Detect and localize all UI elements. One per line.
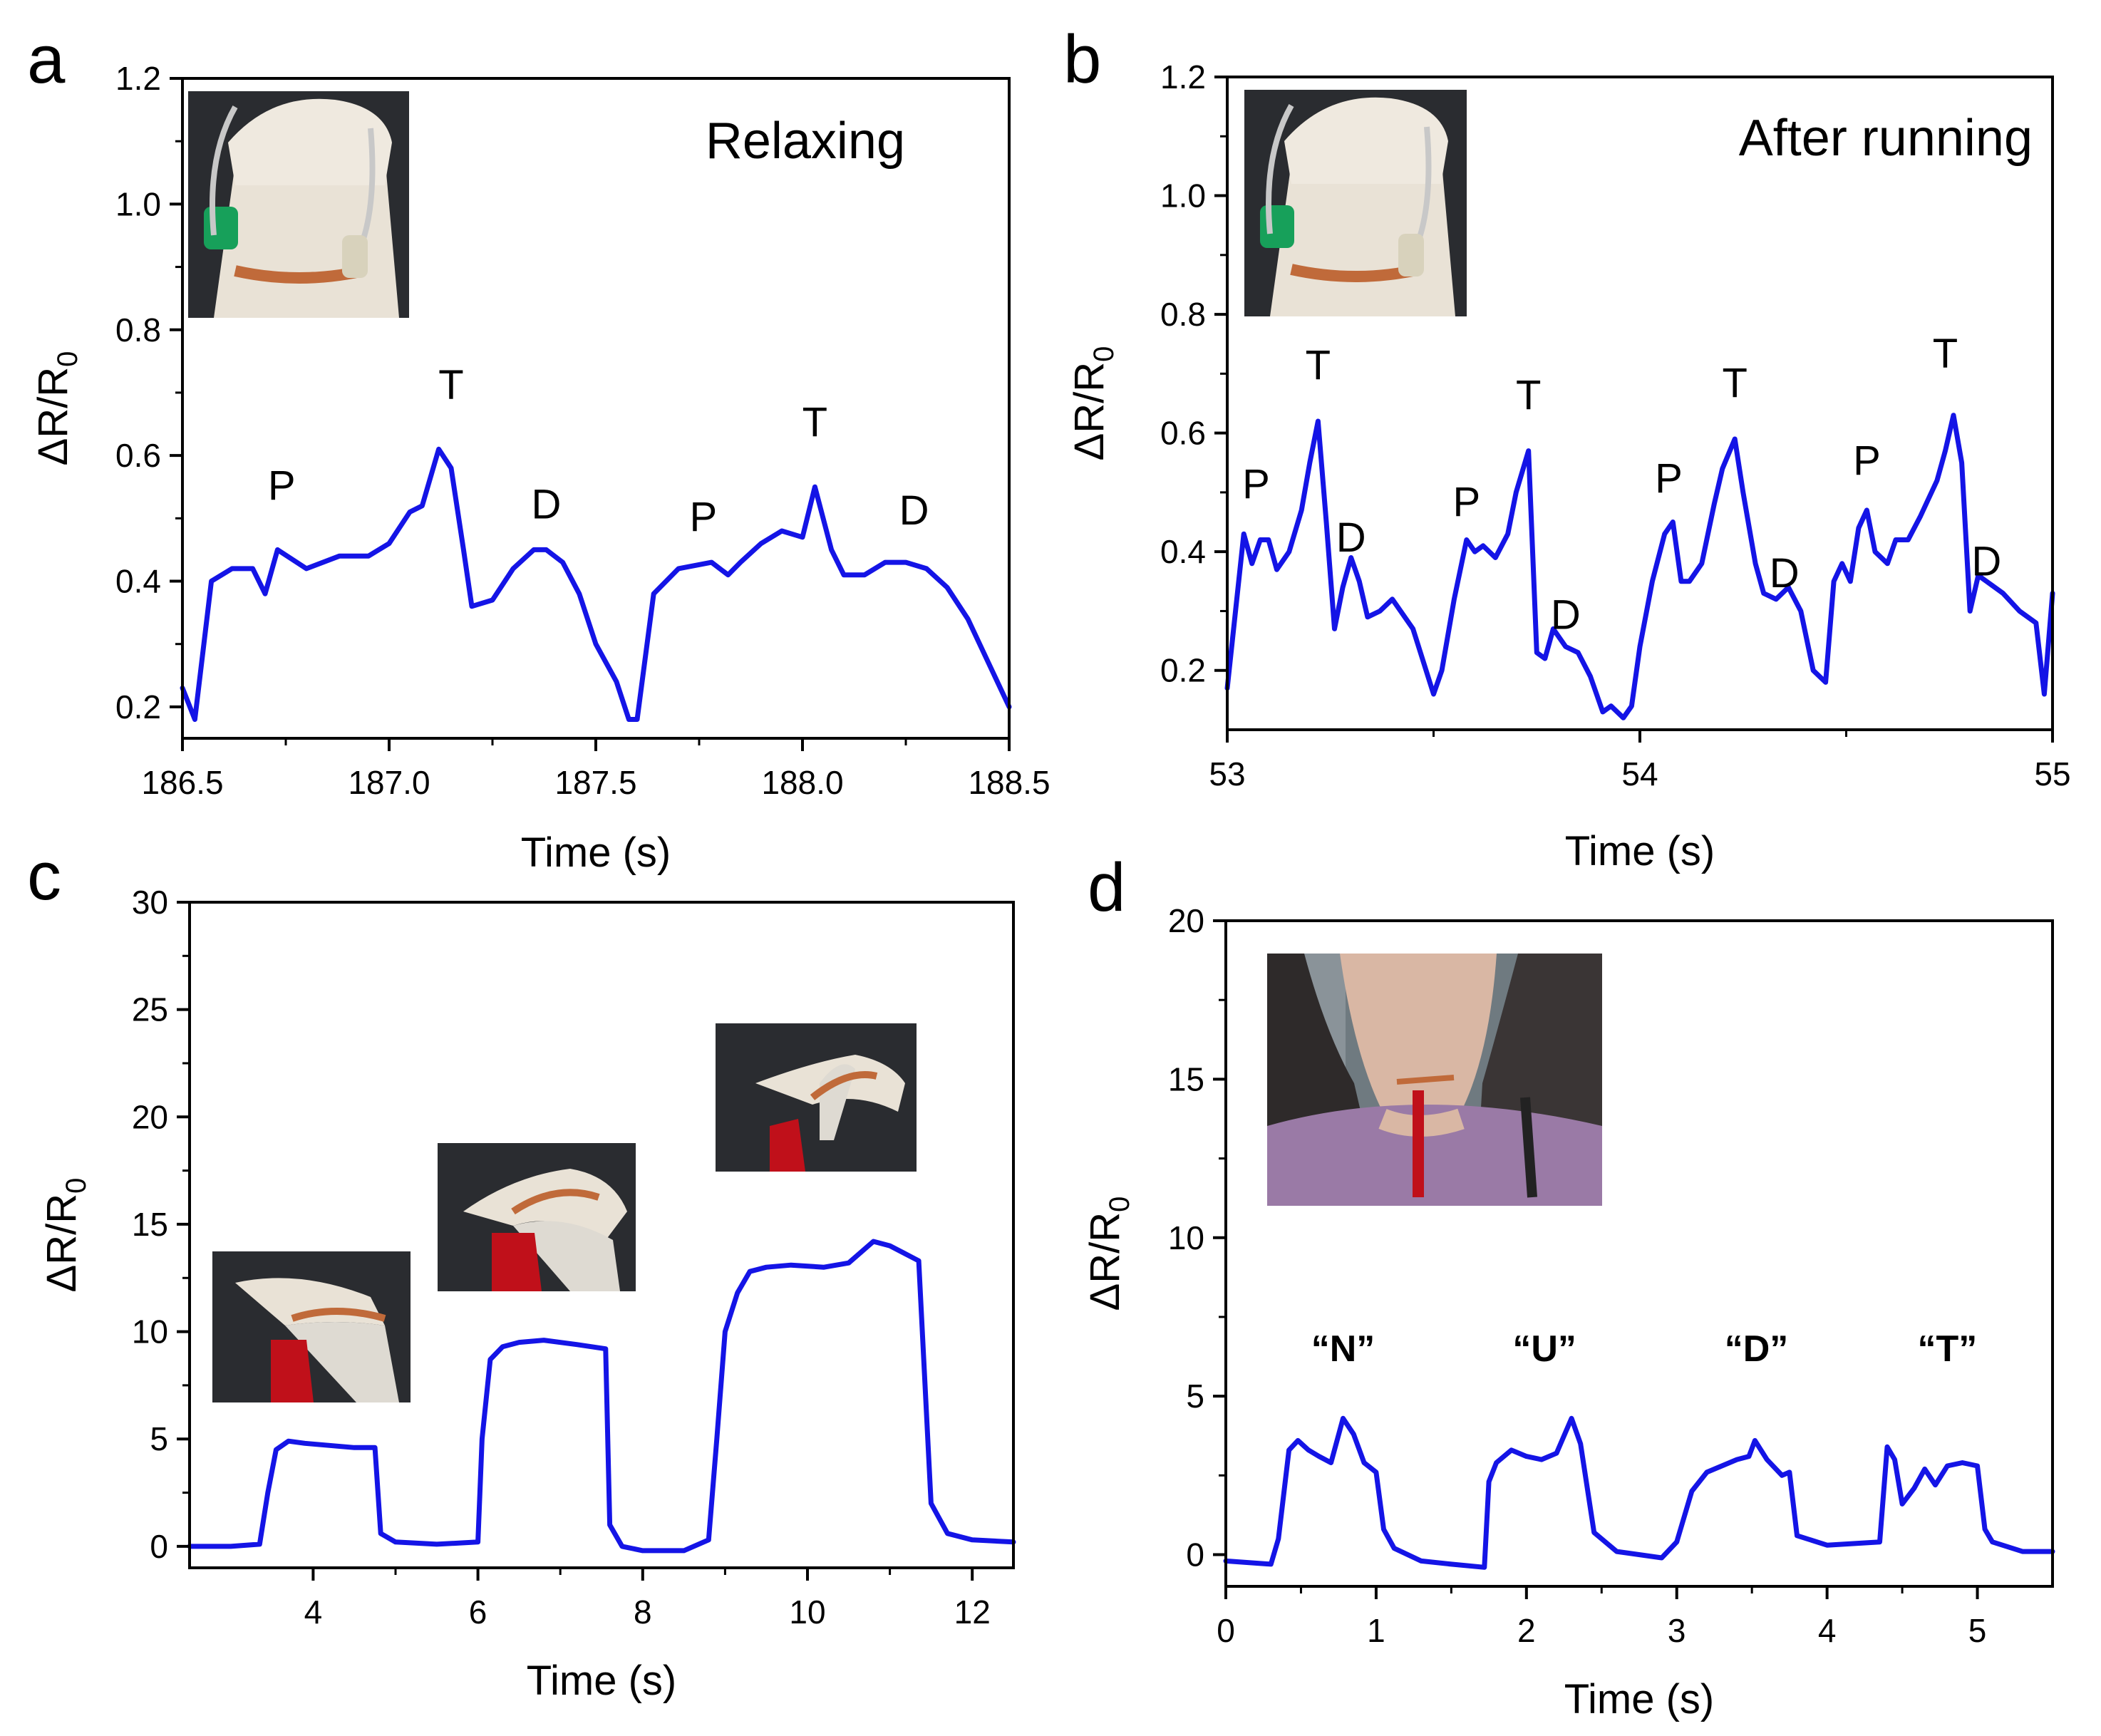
panel-letter-b: b xyxy=(1063,21,1101,98)
y-tick-label-b: 1.2 xyxy=(1160,58,1206,95)
annotation-b: P xyxy=(1655,455,1683,502)
x-tick-label-d: 2 xyxy=(1517,1612,1536,1649)
annotation-b: P xyxy=(1853,438,1881,484)
annotation-b: T xyxy=(1933,331,1958,377)
x-axis-label-d: Time (s) xyxy=(1564,1676,1714,1722)
y-axis-label-a: ΔR/R0 xyxy=(30,351,83,466)
y-tick-label-c: 20 xyxy=(132,1098,168,1135)
annotation-d: “U” xyxy=(1512,1328,1576,1370)
annotation-a: T xyxy=(802,400,827,446)
chart-title-b: After running xyxy=(1739,110,2033,167)
x-tick-label-c: 6 xyxy=(469,1593,487,1631)
y-axis-label-c: ΔR/R0 xyxy=(38,1178,92,1293)
y-tick-label-c: 0 xyxy=(150,1528,168,1565)
axes-frame-c xyxy=(188,901,1015,1569)
y-tick-label-d: 10 xyxy=(1168,1219,1204,1256)
y-tick-label-d: 5 xyxy=(1186,1378,1204,1415)
x-tick-label-a: 187.0 xyxy=(348,764,430,801)
x-axis-label-c: Time (s) xyxy=(527,1658,676,1704)
annotation-b: D xyxy=(1336,515,1366,561)
y-tick-label-a: 0.2 xyxy=(115,688,161,725)
x-axis-label-a: Time (s) xyxy=(521,830,671,876)
x-tick-label-d: 0 xyxy=(1217,1612,1235,1649)
y-tick-label-a: 0.6 xyxy=(115,437,161,474)
series-line-c xyxy=(187,1239,1016,1554)
wrist-photo-a xyxy=(188,91,409,318)
y-axis-label-d: ΔR/R0 xyxy=(1082,1197,1135,1311)
series-line-b xyxy=(1224,413,2055,720)
x-tick-label-b: 54 xyxy=(1621,755,1658,792)
annotation-b: T xyxy=(1516,372,1541,418)
panel-c-chart: 4 6 8 10 12 0 5 10 15 20 25 30 Time (s) ΔR/R0 xyxy=(38,884,1016,1704)
throat-photo xyxy=(1267,954,1602,1206)
series-line-d xyxy=(1223,1415,2055,1570)
x-tick-label-c: 8 xyxy=(634,1593,652,1631)
annotation-b: D xyxy=(1770,550,1800,596)
panel-b-chart: 53 54 55 0.2 0.4 0.6 0.8 1.0 1.2 Time (s) ΔR/R0 Aft… xyxy=(1066,58,2071,874)
y-axis-label-b: ΔR/R0 xyxy=(1066,346,1120,461)
x-tick-label-c: 4 xyxy=(304,1593,323,1631)
x-tick-label-d: 3 xyxy=(1668,1612,1686,1649)
y-tick-label-c: 30 xyxy=(132,884,168,921)
x-tick-label-a: 187.5 xyxy=(554,764,636,801)
y-tick-label-b: 0.6 xyxy=(1160,415,1206,452)
y-tick-label-a: 0.4 xyxy=(115,563,161,600)
y-tick-label-b: 0.4 xyxy=(1160,533,1206,570)
y-tick-label-d: 20 xyxy=(1168,902,1204,939)
x-tick-label-a: 186.5 xyxy=(141,764,223,801)
x-tick-label-b: 55 xyxy=(2034,755,2070,792)
y-tick-label-c: 5 xyxy=(150,1420,168,1457)
finger-bend-photo-1 xyxy=(212,1251,411,1402)
y-tick-label-c: 10 xyxy=(132,1313,168,1350)
y-tick-label-b: 0.2 xyxy=(1160,652,1206,689)
x-axis-label-b: Time (s) xyxy=(1565,828,1715,874)
y-tick-label-c: 15 xyxy=(132,1206,168,1243)
wrist-photo-b xyxy=(1244,90,1467,316)
panel-a-chart: 186.5 187.0 187.5 188.0 188.5 0.2 0.4 0.6 0.8 1.0… xyxy=(30,60,1050,876)
annotation-a: P xyxy=(689,494,717,540)
y-tick-label-c: 25 xyxy=(132,991,168,1028)
x-tick-label-d: 4 xyxy=(1818,1612,1837,1649)
annotation-d: “T” xyxy=(1917,1328,1977,1370)
annotation-b: T xyxy=(1722,361,1747,407)
panel-letter-c: c xyxy=(27,838,61,914)
annotation-d: “N” xyxy=(1311,1328,1375,1370)
y-tick-label-a: 0.8 xyxy=(115,311,161,348)
annotation-b: P xyxy=(1242,461,1270,507)
y-tick-label-b: 1.0 xyxy=(1160,177,1206,215)
annotation-a: T xyxy=(438,362,463,408)
chart-title-a: Relaxing xyxy=(706,113,905,170)
y-tick-label-b: 0.8 xyxy=(1160,296,1206,333)
x-tick-label-a: 188.0 xyxy=(761,764,843,801)
x-tick-label-c: 12 xyxy=(954,1593,991,1631)
y-tick-label-a: 1.2 xyxy=(115,60,161,97)
annotation-d: “D” xyxy=(1725,1328,1789,1370)
finger-bend-photo-2 xyxy=(438,1143,636,1291)
axes-frame-d xyxy=(1224,919,2054,1588)
x-tick-label-a: 188.5 xyxy=(968,764,1050,801)
annotation-a: D xyxy=(899,487,929,534)
y-tick-label-d: 15 xyxy=(1168,1060,1204,1097)
annotation-b: P xyxy=(1452,479,1480,525)
annotation-a: P xyxy=(268,463,296,509)
panel-letter-d: d xyxy=(1088,849,1125,926)
panel-d-chart: 0 1 2 3 4 5 0 5 10 15 20 Time (s) ΔR/R0 “N” “U” “D” “T” xyxy=(1082,902,2055,1722)
y-tick-label-a: 1.0 xyxy=(115,185,161,222)
x-tick-label-b: 53 xyxy=(1209,755,1245,792)
annotation-a: D xyxy=(531,481,561,527)
annotation-b: D xyxy=(1971,538,2001,584)
x-tick-label-d: 5 xyxy=(1968,1612,1987,1649)
x-tick-label-c: 10 xyxy=(789,1593,825,1631)
panel-letter-a: a xyxy=(27,21,66,98)
x-tick-label-d: 1 xyxy=(1367,1612,1385,1649)
annotation-b: T xyxy=(1306,343,1331,389)
y-tick-label-d: 0 xyxy=(1186,1536,1204,1574)
annotation-b: D xyxy=(1551,591,1581,638)
series-line-a xyxy=(180,446,1012,722)
finger-bend-photo-3 xyxy=(716,1023,917,1172)
